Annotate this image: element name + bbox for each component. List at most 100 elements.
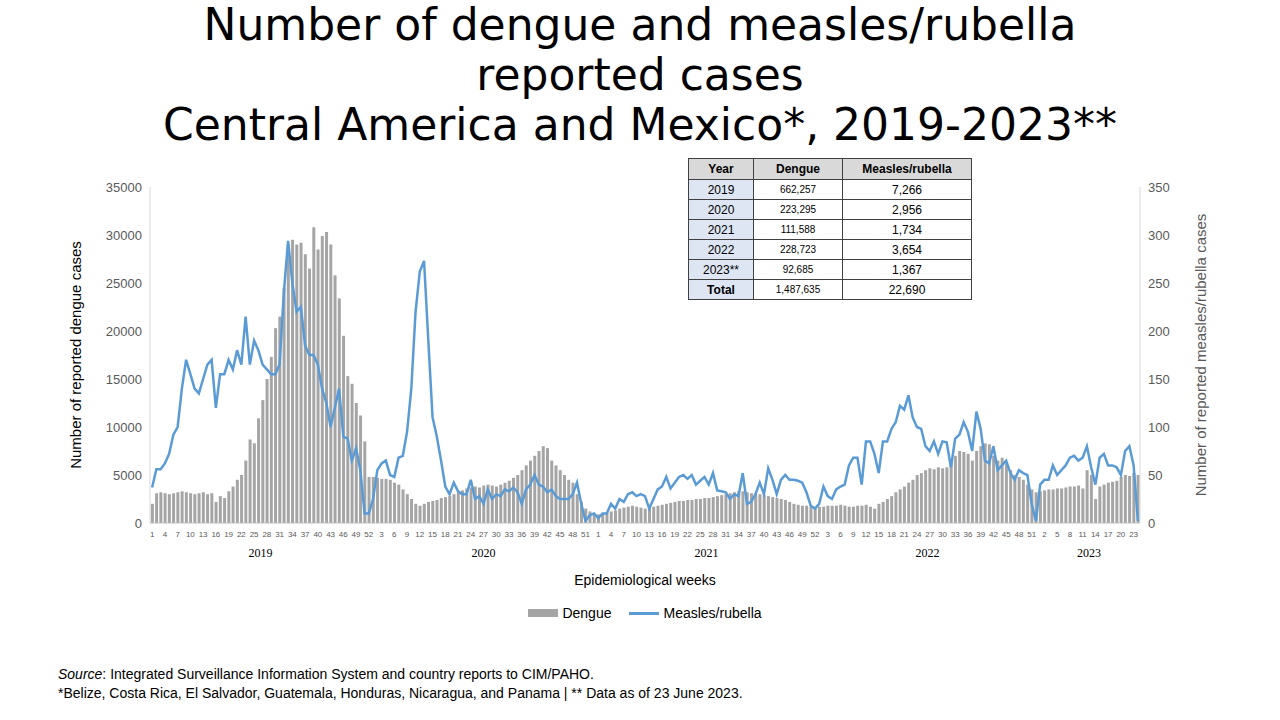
svg-text:34: 34 [288, 530, 297, 539]
svg-text:4: 4 [609, 530, 614, 539]
svg-text:49: 49 [352, 530, 361, 539]
svg-text:22: 22 [683, 530, 692, 539]
svg-text:43: 43 [326, 530, 335, 539]
svg-text:1: 1 [596, 530, 601, 539]
svg-text:28: 28 [262, 530, 271, 539]
svg-text:7: 7 [175, 530, 180, 539]
svg-text:19: 19 [670, 530, 679, 539]
svg-text:2: 2 [1042, 530, 1047, 539]
svg-text:10000: 10000 [106, 420, 142, 435]
svg-text:100: 100 [1148, 420, 1170, 435]
svg-text:7: 7 [622, 530, 627, 539]
html-text:Dengue: Dengue [562, 605, 612, 621]
svg-text:12: 12 [415, 530, 424, 539]
svg-text:10: 10 [186, 530, 195, 539]
svg-text:48: 48 [568, 530, 577, 539]
svg-text:37: 37 [747, 530, 756, 539]
svg-text:14: 14 [1091, 530, 1100, 539]
svg-text:6: 6 [838, 530, 843, 539]
svg-text:11: 11 [1078, 530, 1087, 539]
svg-text:40: 40 [313, 530, 322, 539]
svg-text:39: 39 [976, 530, 985, 539]
svg-text:5: 5 [1055, 530, 1060, 539]
svg-text:43: 43 [772, 530, 781, 539]
svg-text:42: 42 [989, 530, 998, 539]
svg-text:3: 3 [379, 530, 384, 539]
svg-text:9: 9 [851, 530, 856, 539]
svg-text:18: 18 [887, 530, 896, 539]
svg-text:46: 46 [339, 530, 348, 539]
svg-text:49: 49 [798, 530, 807, 539]
svg-text:250: 250 [1148, 276, 1170, 291]
svg-text:13: 13 [199, 530, 208, 539]
html-text:Number of dengue and measles/r: Number of dengue and measles/rubella rep… [203, 0, 1077, 100]
svg-text:3: 3 [825, 530, 830, 539]
svg-text:36: 36 [963, 530, 972, 539]
svg-text:45: 45 [556, 530, 565, 539]
svg-text:52: 52 [364, 530, 373, 539]
svg-text:33: 33 [951, 530, 960, 539]
svg-text:15000: 15000 [106, 372, 142, 387]
svg-text:16: 16 [658, 530, 667, 539]
svg-text:31: 31 [275, 530, 284, 539]
svg-text:12: 12 [861, 530, 870, 539]
svg-text:30000: 30000 [106, 228, 142, 243]
svg-text:21: 21 [454, 530, 463, 539]
svg-text:27: 27 [479, 530, 488, 539]
html-text:Number of reported measles/rub: Number of reported measles/rubella cases [1191, 213, 1209, 497]
html-text:Central America and Mexico*, 2: Central America and Mexico*, 2019-2023** [163, 99, 1117, 150]
svg-text:20: 20 [1116, 530, 1125, 539]
svg-text:25000: 25000 [106, 276, 142, 291]
svg-text:50: 50 [1148, 468, 1162, 483]
svg-text:31: 31 [721, 530, 730, 539]
svg-text:350: 350 [1148, 180, 1170, 195]
svg-text:30: 30 [938, 530, 947, 539]
svg-text:37: 37 [301, 530, 310, 539]
svg-text:33: 33 [505, 530, 514, 539]
svg-text:36: 36 [517, 530, 526, 539]
svg-text:0: 0 [1148, 516, 1155, 531]
svg-text:39: 39 [530, 530, 539, 539]
svg-text:52: 52 [811, 530, 820, 539]
svg-text:22: 22 [237, 530, 246, 539]
svg-text:40: 40 [760, 530, 769, 539]
svg-text:42: 42 [543, 530, 552, 539]
svg-text:0: 0 [135, 516, 142, 531]
svg-text:20000: 20000 [106, 324, 142, 339]
svg-text:28: 28 [709, 530, 718, 539]
svg-text:25: 25 [696, 530, 705, 539]
svg-text:27: 27 [925, 530, 934, 539]
html-text:Epidemiological weeks: Epidemiological weeks [574, 572, 716, 588]
svg-text:51: 51 [1027, 530, 1036, 539]
svg-text:200: 200 [1148, 324, 1170, 339]
svg-text:16: 16 [211, 530, 220, 539]
svg-text:8: 8 [1068, 530, 1073, 539]
svg-text:6: 6 [392, 530, 397, 539]
svg-text:1: 1 [150, 530, 155, 539]
svg-text:35000: 35000 [106, 180, 142, 195]
svg-text:5000: 5000 [113, 468, 142, 483]
svg-text:19: 19 [224, 530, 233, 539]
svg-text:300: 300 [1148, 228, 1170, 243]
svg-text:48: 48 [1014, 530, 1023, 539]
svg-text:30: 30 [492, 530, 501, 539]
svg-text:24: 24 [912, 530, 921, 539]
svg-text:17: 17 [1104, 530, 1113, 539]
svg-text:25: 25 [250, 530, 259, 539]
svg-text:13: 13 [645, 530, 654, 539]
svg-text:9: 9 [405, 530, 410, 539]
svg-text:15: 15 [428, 530, 437, 539]
svg-text:46: 46 [785, 530, 794, 539]
svg-text:4: 4 [163, 530, 168, 539]
svg-text:10: 10 [632, 530, 641, 539]
svg-text:24: 24 [466, 530, 475, 539]
svg-text:51: 51 [581, 530, 590, 539]
svg-text:45: 45 [1002, 530, 1011, 539]
svg-text:150: 150 [1148, 372, 1170, 387]
svg-text:23: 23 [1129, 530, 1138, 539]
svg-text:18: 18 [441, 530, 450, 539]
html-text:Number of reported dengue case: Number of reported dengue cases [66, 241, 84, 469]
svg-text:15: 15 [874, 530, 883, 539]
svg-text:21: 21 [900, 530, 909, 539]
svg-text:34: 34 [734, 530, 743, 539]
